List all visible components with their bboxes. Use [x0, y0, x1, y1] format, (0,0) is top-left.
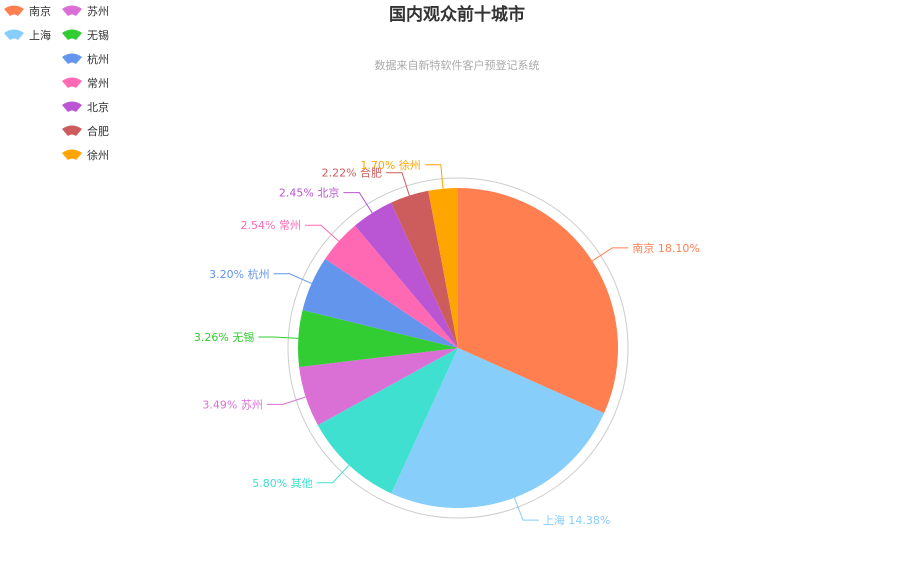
- slice-label-4: 3.49% 苏州: [202, 398, 262, 411]
- legend-item-label[interactable]: 无锡: [87, 28, 109, 42]
- pie-slice-1[interactable]: [458, 188, 618, 414]
- legend-fan-icon[interactable]: [62, 77, 82, 89]
- pie-slice-10[interactable]: [428, 188, 458, 348]
- legend-item-label[interactable]: 上海: [29, 28, 51, 42]
- pie-slices: [298, 188, 618, 508]
- slice-label-1: 南京 18.10%: [632, 241, 699, 255]
- slice-label-8: 2.45% 北京: [279, 186, 339, 200]
- outer-ring: [287, 177, 629, 519]
- pie-slice-8[interactable]: [354, 202, 458, 348]
- label-line-7: [304, 224, 340, 242]
- legend-fan-icon[interactable]: [62, 5, 82, 17]
- pie-slice-6[interactable]: [302, 258, 458, 348]
- legend-fan-icon[interactable]: [62, 101, 82, 113]
- label-line-2: [513, 497, 539, 521]
- label-line-5: [258, 336, 299, 339]
- legend-item-label[interactable]: 合肥: [87, 124, 109, 138]
- pie-slice-3[interactable]: [317, 348, 458, 494]
- slice-label-9: 2.22% 合肥: [322, 166, 382, 180]
- label-line-3: [316, 464, 350, 484]
- slice-label-10: 1.70% 徐州: [360, 158, 420, 172]
- label-line-10: [424, 164, 444, 189]
- legend-fan-icon[interactable]: [62, 125, 82, 137]
- slice-labels: 南京 18.10% 上海 14.38% 5.80% 其他 3.49% 苏州 3.26% …: [194, 158, 700, 527]
- legend-fan-icon[interactable]: [62, 53, 82, 65]
- slice-label-6: 3.20% 杭州: [209, 267, 269, 281]
- pie-slice-7[interactable]: [325, 225, 458, 348]
- legend-fan-icon[interactable]: [4, 5, 24, 17]
- legend-item-label[interactable]: 徐州: [87, 148, 109, 162]
- label-line-6: [273, 273, 312, 284]
- pie-slice-2[interactable]: [391, 348, 605, 508]
- legend-item-label[interactable]: 北京: [87, 100, 109, 114]
- chart-title: 国内观众前十城市: [389, 4, 525, 25]
- legend-fan-icon[interactable]: [62, 149, 82, 161]
- label-line-9: [386, 172, 410, 196]
- chart-subtitle: 数据来自新特软件客户预登记系统: [375, 58, 540, 72]
- label-line-4: [266, 396, 306, 405]
- legend-item-label[interactable]: 杭州: [87, 52, 109, 66]
- legend-fan-icon[interactable]: [62, 29, 82, 41]
- legend-item-label[interactable]: 常州: [87, 77, 109, 90]
- pie-slice-5[interactable]: [298, 310, 458, 368]
- slice-label-5: 3.26% 无锡: [194, 330, 254, 344]
- slice-label-7: 2.54% 常州: [241, 219, 301, 232]
- pie-slice-4[interactable]: [299, 348, 458, 426]
- slice-label-2: 上海 14.38%: [543, 513, 610, 527]
- slice-label-3: 5.80% 其他: [252, 477, 312, 490]
- legend-fan-icon[interactable]: [4, 29, 24, 41]
- legend-item-label[interactable]: 苏州: [87, 5, 109, 18]
- label-line-8: [343, 192, 373, 214]
- pie-slice-9[interactable]: [391, 190, 458, 348]
- legend-item-label[interactable]: 南京: [29, 4, 51, 18]
- label-line-1: [591, 247, 629, 262]
